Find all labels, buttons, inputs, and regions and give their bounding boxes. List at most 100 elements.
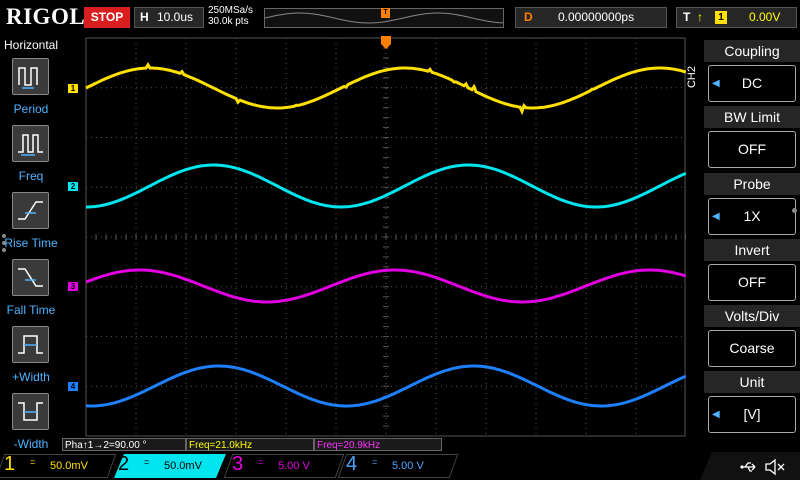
channel-4-number: 4 xyxy=(346,453,357,476)
menu-item-fall-time[interactable]: Fall Time xyxy=(0,259,62,325)
channel-2-offset-marker[interactable]: 2 xyxy=(68,182,78,191)
invert-title: Invert xyxy=(704,239,800,261)
coupling-title: Coupling xyxy=(704,40,800,62)
menu-label-freq: Freq xyxy=(0,169,62,183)
unit-value: [V] xyxy=(743,406,760,422)
freq-icon xyxy=(12,125,49,162)
trigger-level: 0.00V xyxy=(749,8,780,27)
channel-3-status[interactable]: 3 = 5.00 V xyxy=(228,454,340,478)
dc-coupling-icon: = xyxy=(258,457,263,467)
delay-letter: D xyxy=(524,8,533,27)
menu-label-fall-time: Fall Time xyxy=(0,303,62,317)
channel-3-number: 3 xyxy=(232,453,243,476)
channel-status-bar: 1 = 50.0mV 2 = 50.0mV 3 = 5.00 V 4 = 5.0… xyxy=(0,452,800,480)
invert-value: OFF xyxy=(738,274,766,290)
channel-1-status[interactable]: 1 = 50.0mV xyxy=(0,454,112,478)
delay-value: 0.00000000ps xyxy=(558,8,634,27)
left-arrow-icon: ◀ xyxy=(712,397,720,432)
probe-value: 1X xyxy=(743,208,760,224)
menu-item-period[interactable]: Period xyxy=(0,58,62,124)
menu-label-negative-width: -Width xyxy=(0,437,62,451)
phase-measurement[interactable]: Pha↑1→2=90.00 ° xyxy=(62,438,186,451)
usb-icon xyxy=(740,460,758,474)
waveform-display[interactable]: 1 2 3 4 xyxy=(62,36,704,438)
menu-label-positive-width: +Width xyxy=(0,370,62,384)
acquisition-info: 250MSa/s 30.0k pts xyxy=(208,5,253,27)
menu-title: Horizontal xyxy=(0,38,62,52)
rise-time-icon xyxy=(12,192,49,229)
probe-value-box[interactable]: ◀ 1X xyxy=(708,198,796,235)
measurement-bar: Pha↑1→2=90.00 ° Freq=21.0kHz Freq=20.9kH… xyxy=(62,438,686,452)
menu-page-dot xyxy=(792,208,797,213)
bw-limit-title: BW Limit xyxy=(704,106,800,128)
trigger-letter: T xyxy=(683,8,690,27)
dc-coupling-icon: = xyxy=(30,457,35,467)
timebase-box[interactable]: H 10.0us xyxy=(134,7,204,28)
delay-box[interactable]: D 0.00000000ps xyxy=(515,7,667,28)
channel-3-scale: 5.00 V xyxy=(278,460,310,472)
menu-item-probe[interactable]: Probe ◀ 1X xyxy=(704,173,800,237)
freq-measurement-ch3[interactable]: Freq=20.9kHz xyxy=(314,438,442,451)
unit-value-box[interactable]: ◀ [V] xyxy=(708,396,796,433)
invert-value-box[interactable]: OFF xyxy=(708,264,796,301)
unit-title: Unit xyxy=(704,371,800,393)
sample-rate: 250MSa/s xyxy=(208,5,253,16)
channel-tag: CH2 xyxy=(686,66,700,88)
timebase-value: 10.0us xyxy=(157,8,193,27)
menu-item-bw-limit[interactable]: BW Limit OFF xyxy=(704,106,800,170)
menu-page-dots xyxy=(2,234,6,254)
menu-label-rise-time: Rise Time xyxy=(0,236,62,250)
trigger-box[interactable]: T ↑ 1 0.00V xyxy=(676,7,797,28)
bw-limit-value-box[interactable]: OFF xyxy=(708,131,796,168)
volts-div-value: Coarse xyxy=(729,340,774,356)
volts-div-value-box[interactable]: Coarse xyxy=(708,330,796,367)
top-status-bar: RIGOL STOP H 10.0us 250MSa/s 30.0k pts T… xyxy=(0,0,800,36)
probe-title: Probe xyxy=(704,173,800,195)
dc-coupling-icon: = xyxy=(144,457,149,467)
channel-1-number: 1 xyxy=(4,453,15,476)
memory-position-strip[interactable]: T xyxy=(264,8,504,28)
coupling-value-box[interactable]: ◀ DC xyxy=(708,65,796,102)
menu-item-positive-width[interactable]: +Width xyxy=(0,326,62,392)
volts-div-title: Volts/Div xyxy=(704,305,800,327)
menu-item-rise-time[interactable]: Rise Time xyxy=(0,192,62,258)
channel-2-number: 2 xyxy=(118,453,129,476)
channel-1-offset-marker[interactable]: 1 xyxy=(68,84,78,93)
fall-time-icon xyxy=(12,259,49,296)
channel-2-status[interactable]: 2 = 50.0mV xyxy=(114,454,226,478)
menu-item-freq[interactable]: Freq xyxy=(0,125,62,191)
trigger-position-marker: T xyxy=(381,8,390,18)
left-arrow-icon: ◀ xyxy=(712,66,720,101)
rising-edge-icon: ↑ xyxy=(697,8,703,27)
channel-3-offset-marker[interactable]: 3 xyxy=(68,282,78,291)
menu-item-volts-div[interactable]: Volts/Div Coarse xyxy=(704,305,800,369)
menu-item-unit[interactable]: Unit ◀ [V] xyxy=(704,371,800,435)
speaker-muted-icon[interactable] xyxy=(764,458,786,476)
bw-limit-value: OFF xyxy=(738,141,766,157)
menu-item-negative-width[interactable]: -Width xyxy=(0,393,62,459)
coupling-value: DC xyxy=(742,75,762,91)
positive-width-icon xyxy=(12,326,49,363)
negative-width-icon xyxy=(12,393,49,430)
menu-item-coupling[interactable]: Coupling ◀ DC xyxy=(704,40,800,104)
menu-item-invert[interactable]: Invert OFF xyxy=(704,239,800,303)
period-icon xyxy=(12,58,49,95)
horizontal-letter: H xyxy=(140,8,149,27)
channel-4-status[interactable]: 4 = 5.00 V xyxy=(342,454,462,478)
channel-1-scale: 50.0mV xyxy=(50,460,88,472)
channel-2-trace xyxy=(86,165,686,207)
brand-logo: RIGOL xyxy=(6,4,85,30)
menu-label-period: Period xyxy=(0,102,62,116)
channel-2-scale: 50.0mV xyxy=(164,460,202,472)
channel-4-offset-marker[interactable]: 4 xyxy=(68,382,78,391)
channel-4-scale: 5.00 V xyxy=(392,460,424,472)
trigger-time-marker xyxy=(381,36,391,49)
memory-depth: 30.0k pts xyxy=(208,16,253,27)
dc-coupling-icon: = xyxy=(372,457,377,467)
channel-2-menu: CH2 Coupling ◀ DC BW Limit OFF Probe ◀ 1… xyxy=(686,36,800,436)
run-stop-indicator[interactable]: STOP xyxy=(84,7,130,28)
freq-measurement-ch1[interactable]: Freq=21.0kHz xyxy=(186,438,314,451)
horizontal-measure-menu: Horizontal Period Freq Rise Time Fall Ti… xyxy=(0,36,62,454)
trigger-source: 1 xyxy=(715,11,727,24)
graticule xyxy=(62,36,686,438)
